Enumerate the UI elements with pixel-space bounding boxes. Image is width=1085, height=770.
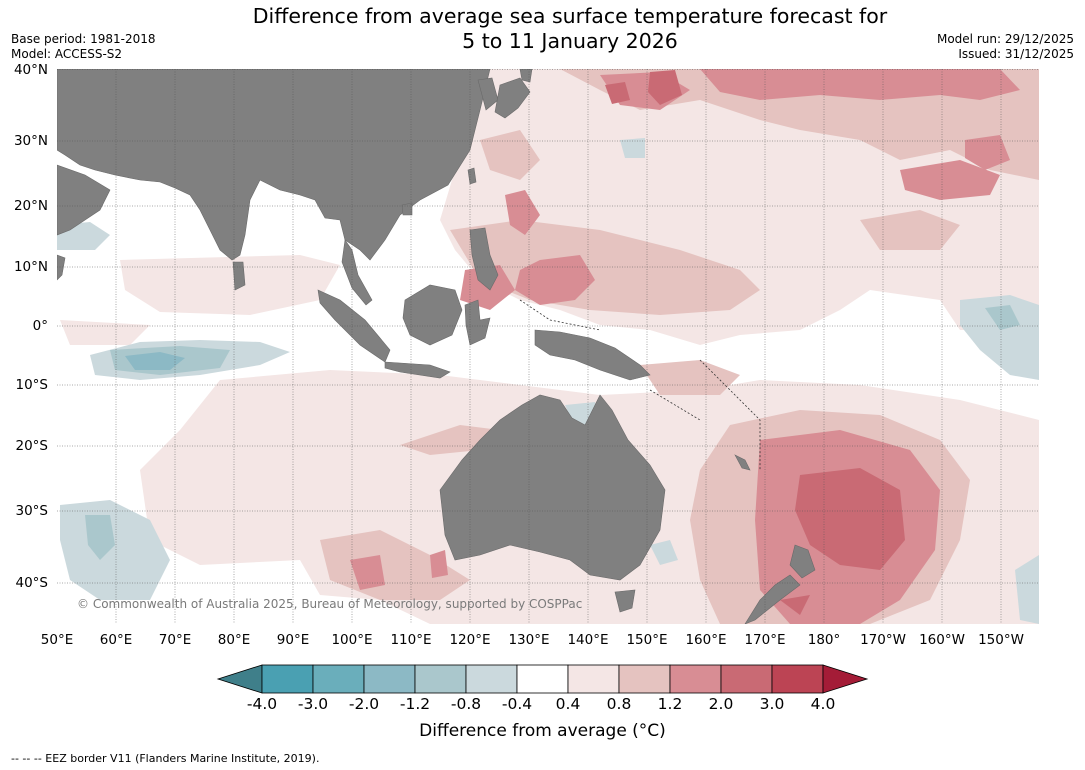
title-line-1: Difference from average sea surface temp… <box>252 4 888 28</box>
lon-label: 90°E <box>276 632 310 648</box>
sulawesi <box>464 299 491 346</box>
colorbar-segment <box>312 664 365 694</box>
colorbar-segment <box>720 664 773 694</box>
lat-label: 0° <box>32 318 48 334</box>
colorbar-tick: 3.0 <box>759 695 785 713</box>
lat-label: 40°N <box>13 62 48 78</box>
lon-label: 120°E <box>449 632 491 648</box>
colorbar-segment <box>516 664 569 694</box>
lat-label: 40°S <box>15 575 49 591</box>
lat-label: 30°N <box>13 133 48 149</box>
lon-label: 170°W <box>860 632 906 648</box>
colorbar-segment <box>669 664 722 694</box>
new-caledonia <box>734 454 751 471</box>
landmass <box>57 69 816 624</box>
graticule <box>57 69 1039 624</box>
sst-map <box>57 69 1039 624</box>
meta-left: Base period: 1981-2018 Model: ACCESS-S2 <box>11 32 156 62</box>
lat-label: 20°S <box>15 438 49 454</box>
colorbar-label: Difference from average (°C) <box>419 721 666 741</box>
australia <box>439 394 666 581</box>
borneo <box>402 284 463 346</box>
lon-label: 100°E <box>331 632 373 648</box>
lat-label: 10°S <box>15 377 49 393</box>
colorbar-tick: 0.8 <box>606 695 632 713</box>
japan <box>494 77 531 119</box>
map-panel <box>57 69 1039 624</box>
malay-peninsula <box>341 239 373 306</box>
lat-label: 20°N <box>13 198 48 214</box>
lon-label: 80°E <box>217 632 251 648</box>
colorbar-segment-arrow-high <box>822 664 869 694</box>
hainan <box>401 202 413 216</box>
copyright-notice: © Commonwealth of Australia 2025, Bureau… <box>77 597 583 611</box>
colorbar-tick: -4.0 <box>246 695 278 713</box>
africa-horn <box>57 254 66 281</box>
colorbar-tick: -2.0 <box>348 695 380 713</box>
lon-label: 140°E <box>567 632 609 648</box>
colorbar <box>216 664 869 694</box>
colorbar-segment <box>363 664 416 694</box>
lon-label: 60°E <box>99 632 133 648</box>
arabia <box>57 164 111 236</box>
colorbar-tick: 2.0 <box>708 695 734 713</box>
colorbar-tick: -3.0 <box>297 695 329 713</box>
lon-label: 160°E <box>685 632 727 648</box>
java <box>384 361 451 379</box>
issued-date: Issued: 31/12/2025 <box>958 47 1074 61</box>
philippines <box>469 227 499 291</box>
lon-label: 150°E <box>626 632 668 648</box>
base-period: Base period: 1981-2018 <box>11 32 156 46</box>
colorbar-segment <box>567 664 620 694</box>
colorbar-segment <box>414 664 467 694</box>
colorbar-tick: -1.2 <box>399 695 431 713</box>
eez-legend-note: -- -- -- EEZ border V11 (Flanders Marine… <box>11 752 320 765</box>
lat-label: 30°S <box>15 503 49 519</box>
colorbar-tick: -0.8 <box>450 695 482 713</box>
lon-label: 70°E <box>158 632 192 648</box>
colorbar-segment <box>618 664 671 694</box>
chart-title: Difference from average sea surface temp… <box>200 4 940 54</box>
lon-label: 130°E <box>508 632 550 648</box>
japan-north <box>519 69 533 83</box>
colorbar-tick: 0.4 <box>555 695 581 713</box>
title-line-2: 5 to 11 January 2026 <box>462 29 678 53</box>
model-name: Model: ACCESS-S2 <box>11 47 123 61</box>
model-run: Model run: 29/12/2025 <box>936 32 1074 46</box>
colorbar-segment <box>771 664 824 694</box>
lon-label: 170°E <box>744 632 786 648</box>
meta-right: Model run: 29/12/2025 Issued: 31/12/2025 <box>937 32 1074 62</box>
colorbar-segment <box>261 664 314 694</box>
sri-lanka <box>232 261 246 291</box>
tasmania <box>614 589 636 613</box>
lat-label: 10°N <box>13 259 48 275</box>
colorbar-tick: 4.0 <box>810 695 836 713</box>
lon-label: 50°E <box>40 632 74 648</box>
colorbar-tick: -0.4 <box>501 695 533 713</box>
lon-label: 150°W <box>978 632 1024 648</box>
new-guinea <box>534 329 651 381</box>
eez-border <box>519 299 761 470</box>
colorbar-tick: 1.2 <box>657 695 683 713</box>
colorbar-segment <box>465 664 518 694</box>
new-zealand-south <box>744 574 801 624</box>
lon-label: 180° <box>807 632 841 648</box>
lon-label: 110°E <box>390 632 432 648</box>
new-zealand-north <box>789 544 816 579</box>
lon-label: 160°W <box>919 632 965 648</box>
anomaly-strong-warm <box>605 70 905 615</box>
colorbar-segment-arrow-low <box>216 664 263 694</box>
